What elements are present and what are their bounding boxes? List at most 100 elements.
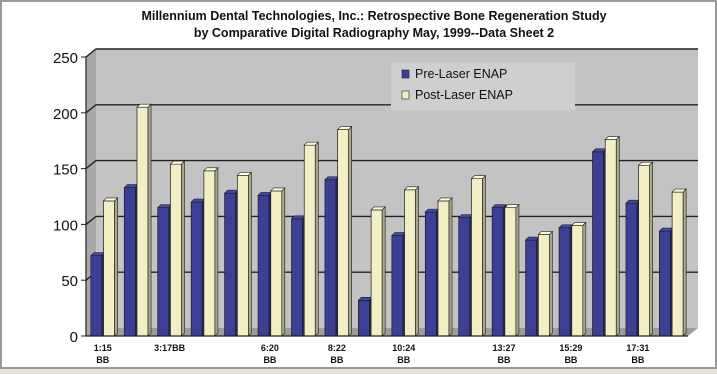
bar-side (381, 206, 386, 337)
legend-swatch-post-laser (401, 90, 410, 100)
bar-post-laser-6 (303, 141, 319, 337)
bar-front (90, 255, 103, 337)
bar-side (248, 171, 252, 337)
bar-post-laser-13 (537, 230, 554, 337)
bar-front (625, 202, 638, 337)
bar-post-laser-15 (604, 135, 620, 337)
bar-front (638, 164, 651, 337)
bar-side (281, 187, 286, 337)
y-tick-label: 0 (70, 329, 78, 346)
bar-side (682, 188, 687, 337)
bar-pre-laser-6 (290, 215, 307, 337)
bar-front (157, 207, 170, 337)
bar-pre-laser-0 (90, 251, 106, 337)
bar-side (482, 174, 486, 337)
bar-pre-laser-14 (558, 224, 574, 337)
bar-front (291, 218, 303, 337)
bar-pre-laser-8 (357, 296, 374, 337)
bar-front (236, 174, 249, 337)
bar-front (404, 189, 416, 337)
bar-front (370, 209, 383, 337)
bar-side (649, 161, 654, 337)
bar-post-laser-5 (270, 187, 286, 337)
bar-front (471, 178, 483, 337)
bar-side (582, 221, 587, 337)
y-tick-label: 150 (53, 162, 78, 179)
x-tick-label-line2: BB (96, 355, 109, 365)
chart-title: Millennium Dental Technologies, Inc.: Re… (141, 9, 606, 23)
bar-side (415, 186, 419, 337)
bar-front (592, 151, 604, 337)
y-tick-label: 50 (61, 273, 78, 290)
bar-post-laser-14 (571, 221, 587, 337)
bar-pre-laser-12 (491, 203, 507, 337)
bar-side (214, 167, 219, 337)
bar-side (448, 197, 453, 337)
bar-pre-laser-5 (257, 191, 273, 337)
bar-side (314, 141, 319, 337)
x-tick-label-line2: BB (564, 355, 577, 365)
bar-post-laser-7 (336, 125, 353, 337)
x-tick-label-line2: BB (263, 355, 276, 365)
bar-front (303, 144, 316, 337)
bar-side (515, 203, 520, 337)
x-tick-label: 6:20 (261, 343, 279, 353)
bar-post-laser-10 (437, 197, 453, 337)
bar-post-laser-16 (637, 161, 654, 337)
bar-pre-laser-13 (524, 236, 541, 337)
bar-side (147, 103, 152, 337)
bar-side (114, 197, 118, 337)
bar-front (571, 225, 584, 337)
bar-front (458, 217, 471, 337)
bar-side (348, 125, 353, 337)
y-tick-label: 200 (53, 106, 78, 123)
bar-front (337, 129, 350, 337)
chart-subtitle: by Comparative Digital Radiography May, … (194, 26, 554, 40)
x-tick-label: 10:24 (392, 343, 415, 353)
bar-post-laser-1 (136, 103, 152, 337)
bar-pre-laser-2 (157, 203, 173, 337)
bar-front (203, 170, 216, 337)
x-tick-label: 1:15 (94, 343, 112, 353)
gridline (85, 159, 698, 170)
bar-post-laser-4 (236, 171, 253, 337)
bar-front (604, 139, 617, 337)
bar-front (491, 207, 504, 337)
bar-pre-laser-11 (458, 213, 474, 337)
bar-side (615, 135, 620, 337)
bar-post-laser-2 (169, 160, 186, 337)
bars (90, 103, 687, 337)
bar-front (257, 195, 270, 337)
bar-post-laser-12 (504, 203, 520, 337)
y-tick-label: 100 (53, 217, 78, 234)
bar-pre-laser-9 (391, 231, 407, 337)
bar-post-laser-17 (671, 188, 687, 337)
bar-side (549, 230, 553, 337)
x-tick-label: 8:22 (328, 343, 346, 353)
bar-pre-laser-17 (658, 227, 675, 337)
bar-post-laser-11 (470, 174, 487, 337)
x-tick-label: 15:29 (559, 343, 582, 353)
x-tick-label: 3:17BB (154, 343, 186, 353)
x-tick-label: 13:27 (493, 343, 516, 353)
bar-side (181, 160, 185, 337)
bar-front (358, 299, 370, 337)
bar-pre-laser-10 (424, 208, 441, 337)
legend-label-post-laser: Post-Laser ENAP (415, 88, 513, 102)
x-tick-label-line2: BB (631, 355, 644, 365)
bar-post-laser-3 (203, 167, 219, 337)
legend: Pre-Laser ENAP Post-Laser ENAP (391, 62, 575, 110)
bar-pre-laser-1 (123, 183, 140, 337)
x-tick-label: 17:31 (626, 343, 649, 353)
bar-pre-laser-16 (625, 199, 641, 337)
bar-front (424, 211, 437, 337)
legend-swatch-pre-laser (401, 69, 410, 79)
bar-post-laser-8 (370, 206, 386, 337)
x-tick-label-line2: BB (330, 355, 343, 365)
gridline (85, 48, 698, 58)
bar-front (671, 191, 684, 337)
bar-front (103, 200, 115, 337)
bar-front (558, 227, 571, 337)
legend-label-pre-laser: Pre-Laser ENAP (415, 67, 507, 81)
